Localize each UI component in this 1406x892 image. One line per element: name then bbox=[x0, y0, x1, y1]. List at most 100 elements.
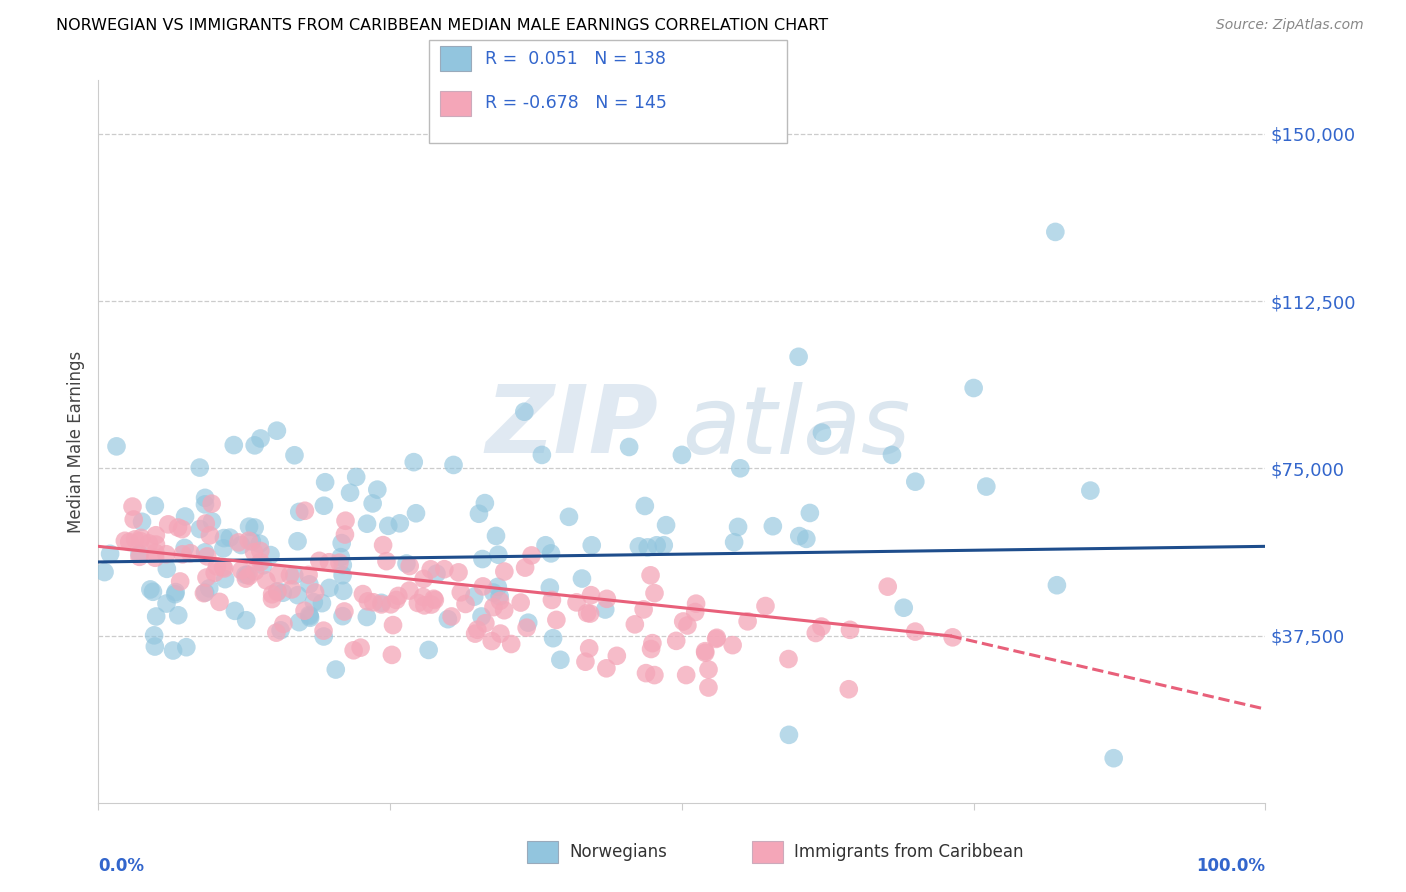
Point bbox=[333, 605, 356, 619]
Point bbox=[942, 631, 965, 645]
Point bbox=[328, 556, 350, 570]
Point bbox=[308, 554, 330, 568]
Point bbox=[675, 668, 697, 682]
Point bbox=[238, 569, 260, 583]
Point bbox=[494, 565, 516, 579]
Point bbox=[294, 504, 316, 518]
Point bbox=[787, 350, 810, 364]
Point bbox=[271, 585, 294, 599]
Point bbox=[195, 549, 218, 564]
Point bbox=[235, 567, 257, 582]
Point bbox=[482, 600, 505, 615]
Point bbox=[794, 532, 817, 546]
Point bbox=[471, 579, 494, 593]
Point bbox=[579, 588, 602, 602]
Point bbox=[143, 546, 166, 560]
Point bbox=[273, 616, 295, 631]
Point bbox=[235, 572, 257, 586]
Point bbox=[558, 509, 581, 524]
Point bbox=[578, 641, 600, 656]
Point bbox=[474, 496, 496, 510]
Point bbox=[644, 586, 666, 600]
Point bbox=[433, 562, 456, 576]
Point bbox=[198, 528, 221, 542]
Point bbox=[810, 619, 832, 633]
Point bbox=[333, 527, 356, 541]
Point bbox=[194, 498, 217, 512]
Point bbox=[208, 595, 231, 609]
Point bbox=[145, 537, 167, 551]
Point bbox=[799, 506, 821, 520]
Point bbox=[288, 615, 311, 629]
Point bbox=[139, 582, 162, 597]
Point bbox=[240, 534, 263, 549]
Text: Norwegians: Norwegians bbox=[569, 843, 668, 862]
Point bbox=[243, 438, 266, 452]
Point bbox=[440, 609, 463, 624]
Point bbox=[157, 517, 180, 532]
Point bbox=[579, 607, 602, 621]
Point bbox=[787, 529, 810, 543]
Point bbox=[332, 558, 354, 572]
Text: Source: ZipAtlas.com: Source: ZipAtlas.com bbox=[1216, 18, 1364, 32]
Point bbox=[222, 438, 245, 452]
Point bbox=[516, 621, 538, 635]
Point bbox=[541, 631, 564, 645]
Point bbox=[259, 548, 281, 562]
Point bbox=[1045, 225, 1067, 239]
Point bbox=[627, 540, 650, 554]
Point bbox=[839, 623, 862, 637]
Point bbox=[517, 615, 540, 630]
Point bbox=[198, 582, 221, 596]
Point bbox=[565, 595, 588, 609]
Point bbox=[485, 529, 508, 543]
Point bbox=[266, 424, 288, 438]
Point bbox=[641, 636, 664, 650]
Point bbox=[574, 655, 596, 669]
Point bbox=[124, 533, 146, 547]
Point bbox=[370, 598, 392, 612]
Point bbox=[249, 432, 271, 446]
Point bbox=[723, 535, 745, 549]
Point bbox=[278, 568, 301, 582]
Point bbox=[356, 516, 378, 531]
Point bbox=[249, 537, 271, 551]
Text: R = -0.678   N = 145: R = -0.678 N = 145 bbox=[485, 95, 666, 112]
Point bbox=[167, 608, 190, 623]
Point bbox=[143, 640, 166, 654]
Point bbox=[811, 425, 834, 440]
Point bbox=[229, 538, 252, 552]
Point bbox=[534, 538, 557, 552]
Point bbox=[179, 546, 201, 560]
Point bbox=[361, 595, 384, 609]
Point bbox=[412, 572, 434, 586]
Point bbox=[194, 516, 217, 531]
Point bbox=[581, 538, 603, 552]
Point bbox=[287, 588, 309, 602]
Point bbox=[249, 555, 271, 569]
Point bbox=[218, 531, 240, 545]
Point bbox=[332, 568, 354, 582]
Point bbox=[593, 602, 616, 616]
Point bbox=[311, 596, 333, 610]
Point bbox=[706, 631, 728, 645]
Point bbox=[655, 518, 678, 533]
Point bbox=[366, 483, 388, 497]
Point bbox=[243, 564, 266, 578]
Point bbox=[1080, 483, 1102, 498]
Point bbox=[576, 606, 599, 620]
Point bbox=[976, 479, 998, 493]
Point bbox=[332, 583, 354, 598]
Point bbox=[98, 547, 121, 561]
Point bbox=[501, 637, 523, 651]
Point bbox=[165, 587, 187, 601]
Point bbox=[122, 512, 145, 526]
Text: 100.0%: 100.0% bbox=[1197, 857, 1265, 875]
Point bbox=[730, 461, 752, 475]
Point bbox=[205, 559, 228, 574]
Point bbox=[267, 567, 290, 582]
Point bbox=[114, 533, 136, 548]
Point bbox=[754, 599, 776, 613]
Point bbox=[145, 528, 167, 542]
Y-axis label: Median Male Earnings: Median Male Earnings bbox=[66, 351, 84, 533]
